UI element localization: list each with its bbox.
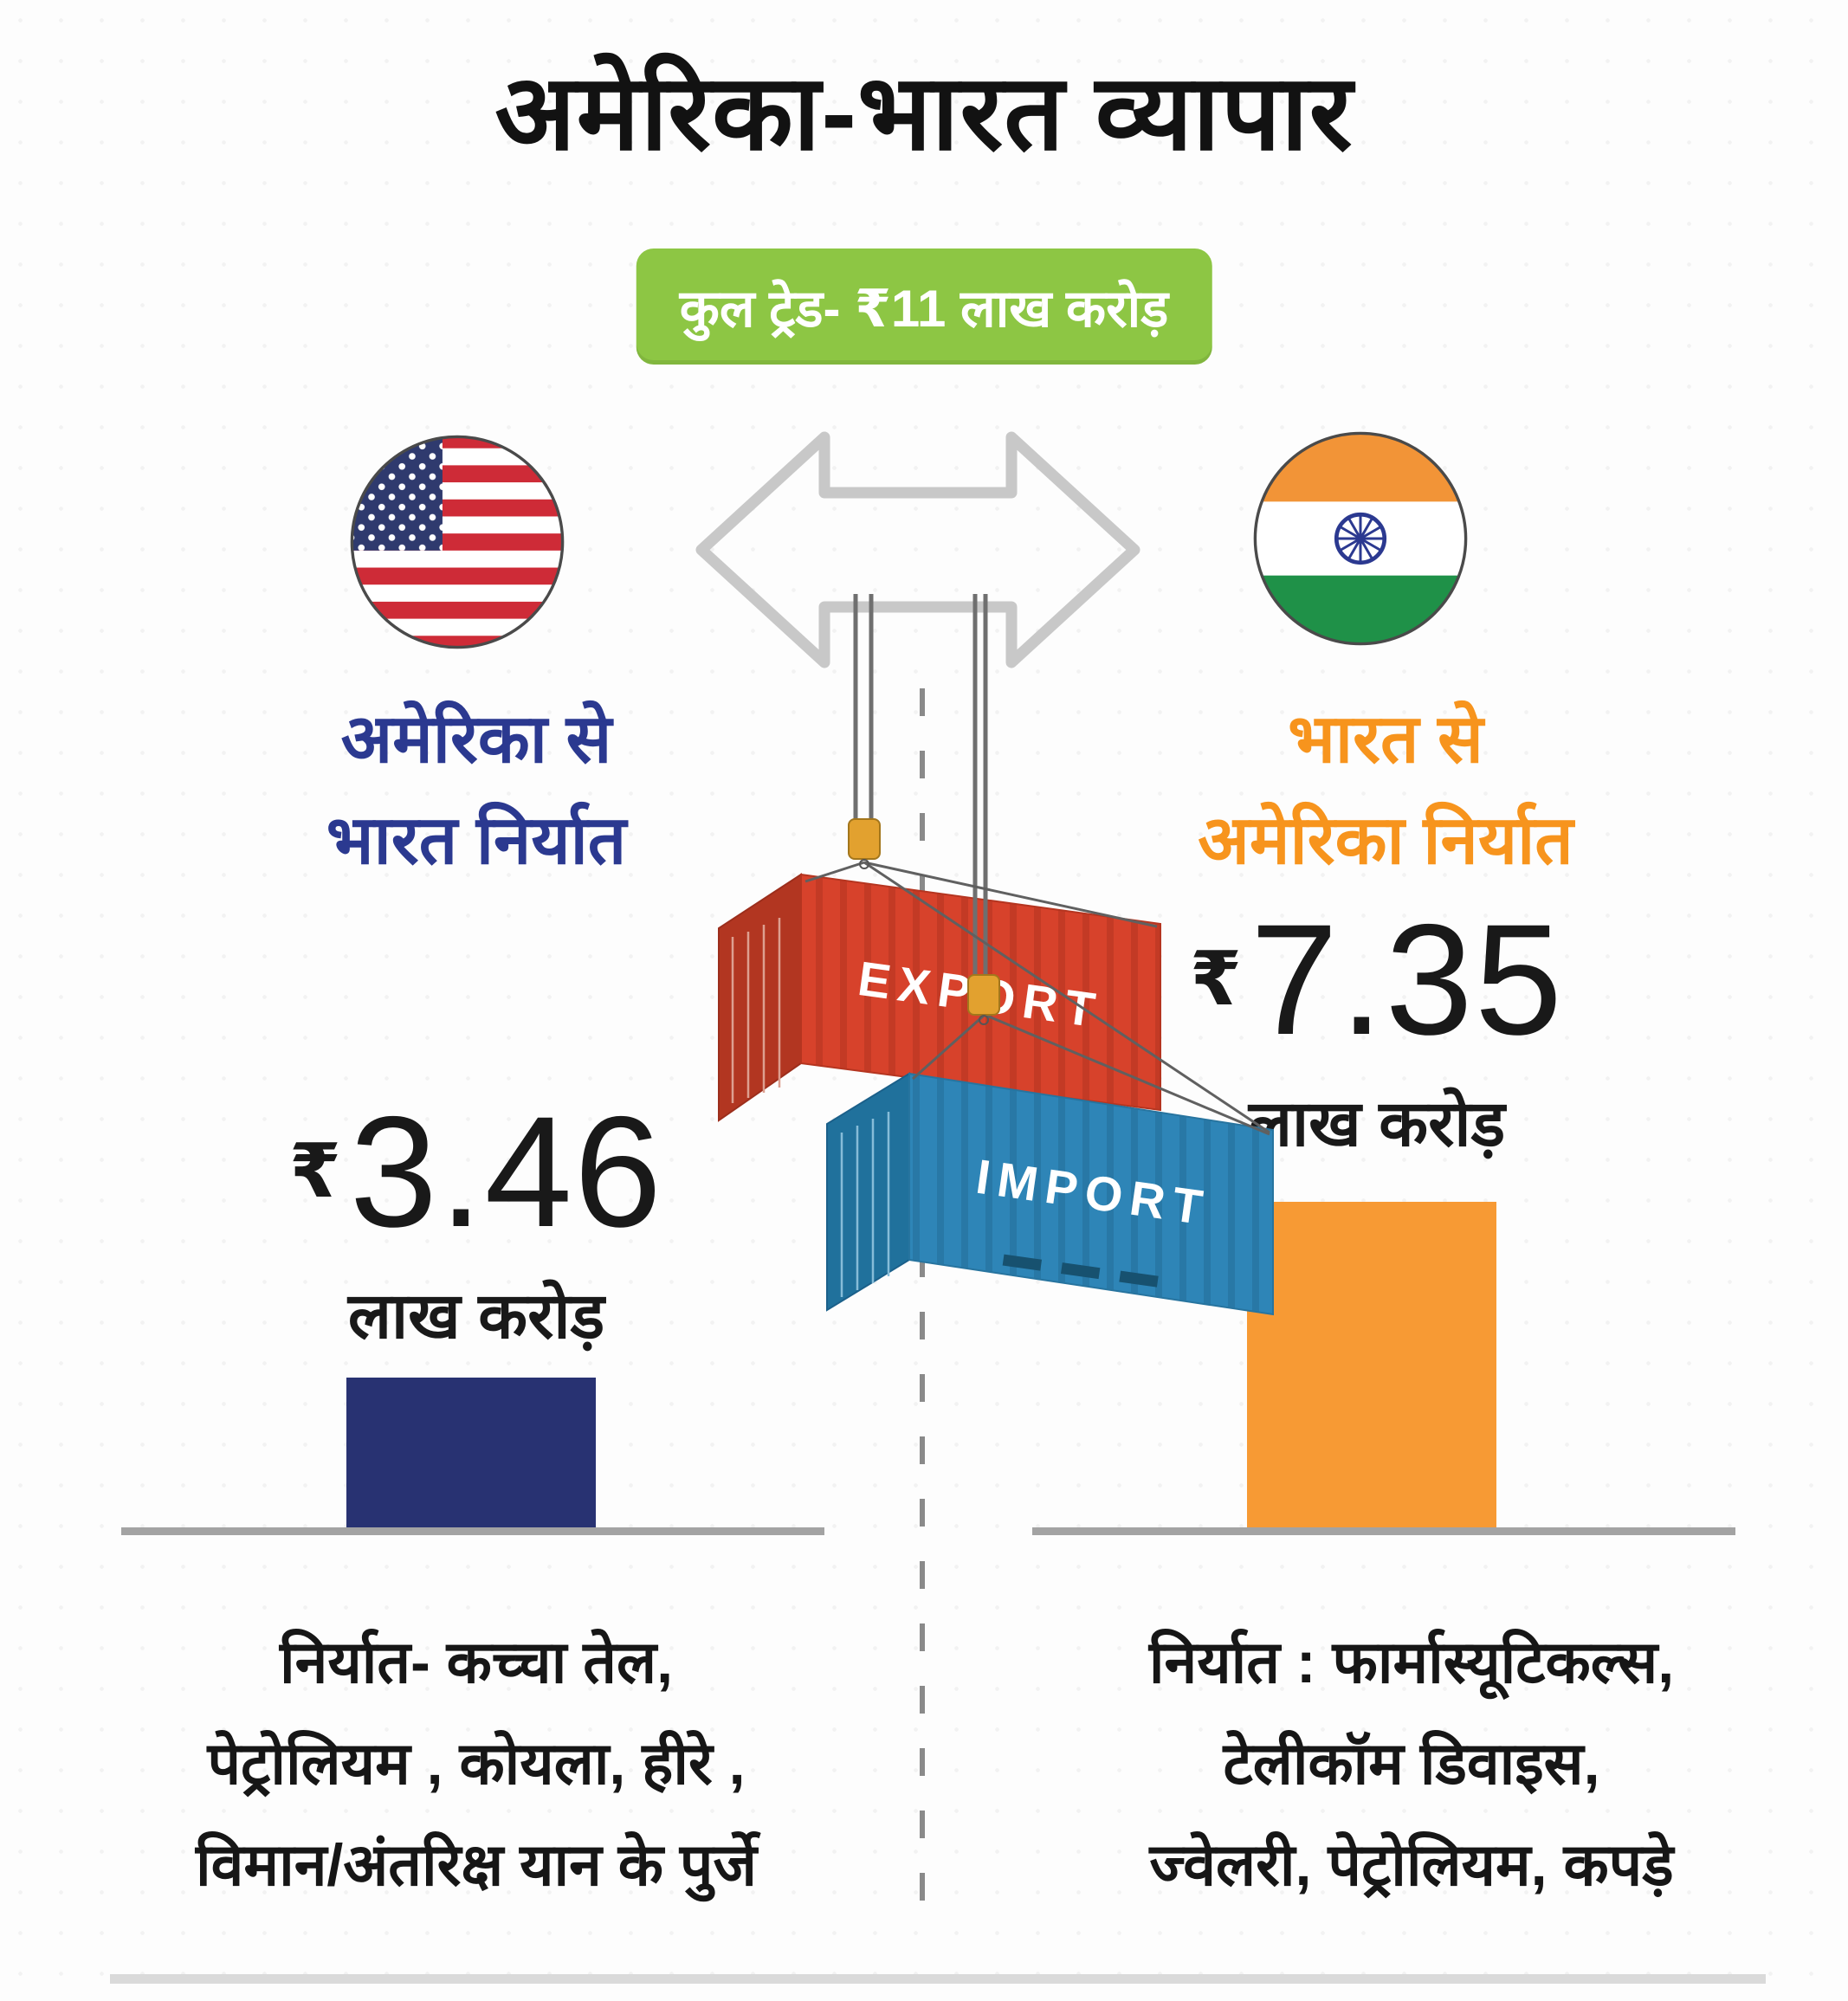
left-heading-line1: अमेरिका से (340, 700, 612, 777)
cargo-containers-graphic: EXPORT IMPORT (606, 589, 1342, 1316)
total-trade-badge: कुल ट्रेड- ₹11 लाख करोड़ (636, 249, 1212, 365)
right-axis-baseline (1032, 1527, 1735, 1535)
right-value-block: ₹ 7.35 लाख करोड़ (1048, 900, 1706, 1165)
import-container-graphic: IMPORT (826, 1072, 1274, 1316)
left-desc-line2: पेट्रोलियम , कोयला, हीरे , (207, 1730, 746, 1797)
left-heading-line2: भारत निर्यात (326, 802, 627, 878)
right-rupee-symbol: ₹ (1189, 938, 1242, 1021)
left-axis-baseline (121, 1527, 824, 1535)
right-value-unit: लाख करोड़ (1248, 1088, 1506, 1159)
us-flag-icon (346, 431, 568, 653)
right-desc-line3: ज्वेलरी, पेट्रोलियम, कपड़े (1149, 1831, 1674, 1898)
left-value-unit: लाख करोड़ (347, 1280, 605, 1352)
bottom-divider (110, 1974, 1766, 1984)
right-bar-india-exports (1247, 1202, 1496, 1534)
left-value: 3.46 (349, 1083, 664, 1260)
right-desc-line1: निर्यात : फार्मास्यूटिकल्स, (1148, 1630, 1675, 1695)
left-bar-us-exports (346, 1378, 596, 1534)
left-desc-line3: विमान/अंतरिक्ष यान के पुर्जे (196, 1831, 757, 1898)
crane-cable-left (853, 594, 874, 824)
right-heading-line2: अमेरिका निर्यात (1198, 802, 1573, 878)
left-column-heading: अमेरिका से भारत निर्यात (143, 688, 810, 891)
crane-cable-right (972, 594, 988, 978)
right-exports-description: निर्यात : फार्मास्यूटिकल्स, टेलीकॉम डिवा… (992, 1612, 1832, 1916)
rigging-wires (804, 861, 1270, 1136)
right-heading-line1: भारत से (1288, 700, 1483, 777)
left-exports-description: निर्यात- कच्चा तेल, पेट्रोलियम , कोयला, … (65, 1612, 888, 1916)
right-value: 7.35 (1250, 891, 1565, 1068)
left-value-block: ₹ 3.46 लाख करोड़ (147, 1093, 805, 1357)
page-title: अमेरिका-भारत व्यापार (494, 54, 1354, 171)
india-flag-icon (1250, 428, 1471, 649)
center-dashed-divider (920, 688, 925, 1907)
crane-pulleys (848, 818, 1000, 1025)
left-rupee-symbol: ₹ (288, 1130, 341, 1213)
right-desc-line2: टेलीकॉम डिवाइस, (1223, 1730, 1600, 1797)
trade-arrows-icon (693, 429, 1143, 671)
left-desc-line1: निर्यात- कच्चा तेल, (279, 1630, 673, 1695)
right-column-heading: भारत से अमेरिका निर्यात (1052, 688, 1719, 891)
